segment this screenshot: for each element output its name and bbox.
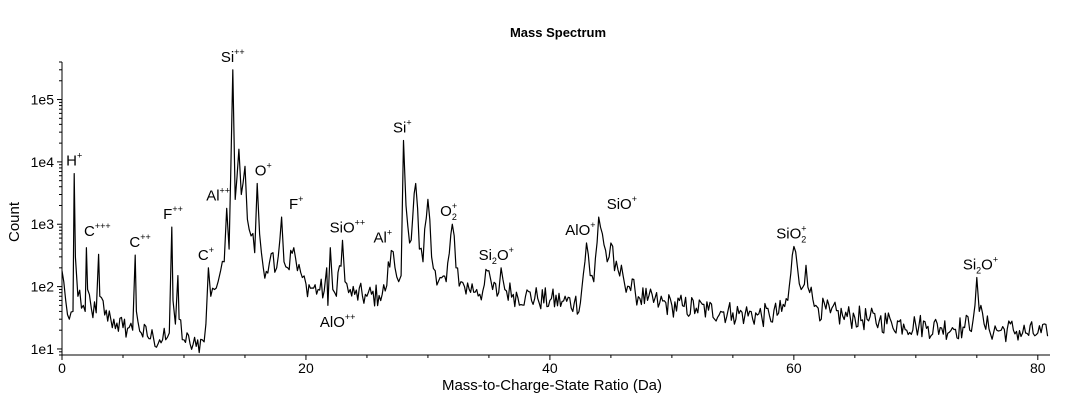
y-tick-label: 1e5 <box>31 92 55 108</box>
peak-label-h-plus: H+ <box>66 151 82 170</box>
peak-label-f-plus: F+ <box>289 194 303 213</box>
peak-label-alo-plus: AlO+ <box>565 220 595 239</box>
peak-label-al-2plus: Al++ <box>206 185 230 204</box>
spectrum-series-line <box>61 69 1049 354</box>
peak-label-si2o-plus: Si2O+ <box>963 254 998 275</box>
peak-label-al-plus: Al+ <box>373 227 392 246</box>
x-tick-label: 0 <box>58 360 66 376</box>
y-tick-label: 1e2 <box>31 279 55 295</box>
x-tick-label: 40 <box>542 360 558 376</box>
chart-title: Mass Spectrum <box>510 25 606 40</box>
y-axis-label: Count <box>6 201 23 242</box>
peak-label-si-2plus: Si++ <box>221 47 245 66</box>
peak-label-c-plus: C+ <box>198 245 214 264</box>
y-tick-label: 1e1 <box>31 341 55 357</box>
peak-label-sio2-plus: SiO2+ <box>776 223 806 244</box>
peak-label-f-2plus: F++ <box>163 204 183 223</box>
x-axis-ticks: 0 20 40 60 80 <box>58 355 1046 376</box>
peak-label-alo-2plus: AlO++ <box>320 312 356 331</box>
peak-label-sio-2plus: SiO++ <box>330 217 366 236</box>
peak-annotations: H+ C+++ C++ F++ C+ Al++ Si++ O+ F+ SiO++ AlO++ Al+ S… <box>66 47 998 331</box>
plot-frame <box>61 62 1050 356</box>
peak-label-o2-plus: O2+ <box>440 201 457 222</box>
x-tick-label: 80 <box>1030 360 1046 376</box>
peak-label-c-3plus: C+++ <box>84 221 111 240</box>
y-tick-label: 1e3 <box>31 216 55 232</box>
y-tick-label: 1e4 <box>31 154 55 170</box>
peak-label-c-2plus: C++ <box>129 232 150 251</box>
peak-label-si2o-2plus: Si2O+ <box>479 245 514 266</box>
peak-label-si-plus: Si+ <box>393 118 412 137</box>
x-axis-label: Mass-to-Charge-State Ratio (Da) <box>442 377 662 394</box>
x-tick-label: 60 <box>786 360 802 376</box>
peak-label-o-plus: O+ <box>255 161 272 180</box>
y-axis-ticks: 1e1 1e2 1e3 1e4 1e5 <box>31 61 62 357</box>
x-tick-label: 20 <box>298 360 314 376</box>
peak-label-sio-plus: SiO+ <box>607 194 637 213</box>
